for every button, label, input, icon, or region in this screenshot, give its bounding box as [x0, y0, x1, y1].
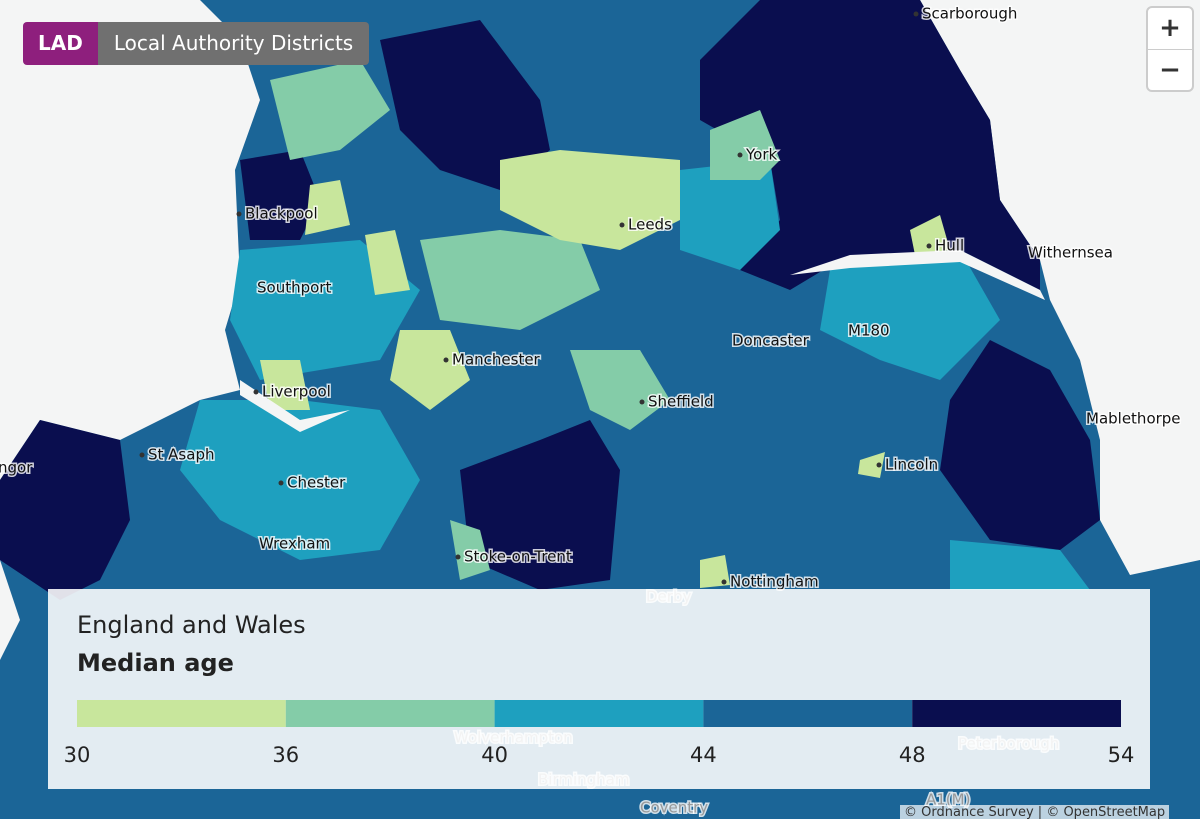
- district-green: [570, 350, 670, 430]
- district-navy: [700, 0, 1040, 290]
- place-dot: [876, 462, 882, 468]
- legend-scale: 30 36 40 44 48 54: [64, 700, 1135, 767]
- legend-swatch: [912, 700, 1121, 727]
- place-dot: [639, 399, 645, 405]
- district-navy: [380, 20, 550, 190]
- legend-break: 48: [899, 743, 926, 767]
- humber: [790, 250, 1045, 300]
- district-lightgreen: [365, 230, 410, 295]
- district-lightgreen: [500, 150, 680, 250]
- district-lightgreen: [390, 330, 470, 410]
- legend-break: 40: [481, 743, 508, 767]
- district-navy: [940, 340, 1100, 550]
- district-green: [270, 60, 390, 160]
- place-label: Southport: [257, 279, 331, 297]
- district-lightgreen: [305, 180, 350, 235]
- district-navy: [0, 420, 130, 600]
- legend: England and Wales Median age 30 36 40 44 48 5…: [48, 589, 1150, 789]
- place-label: Mablethorpe: [1086, 410, 1181, 428]
- place-label: Chester: [287, 474, 346, 492]
- district-green: [710, 110, 780, 180]
- place-label: Doncaster: [732, 332, 810, 350]
- district-lightgreen: [700, 555, 730, 588]
- place-label: M180: [848, 322, 890, 340]
- district-green: [450, 520, 490, 580]
- place-label: Sheffield: [648, 393, 714, 411]
- place-dot: [278, 480, 284, 486]
- layer-name: Local Authority Districts: [97, 22, 370, 65]
- district-lightgreen: [858, 452, 885, 478]
- zoom-out[interactable]: −: [1159, 55, 1181, 85]
- place-label: Coventry: [640, 799, 708, 817]
- place-dot: [721, 579, 727, 585]
- legend-swatch: [494, 700, 704, 727]
- place-label: Blackpool: [245, 205, 318, 223]
- place-dot: [926, 243, 932, 249]
- district-teal: [180, 400, 420, 560]
- place-dot: [737, 152, 743, 158]
- place-label: St Asaph: [148, 446, 214, 464]
- district-navy: [240, 150, 320, 240]
- attribution[interactable]: © Ordnance Survey | © OpenStreetMap: [900, 805, 1170, 819]
- place-dot: [619, 222, 625, 228]
- place-dot: [443, 357, 449, 363]
- district-teal: [820, 250, 1000, 380]
- place-label: Nottingham: [730, 573, 819, 591]
- legend-break: 44: [690, 743, 717, 767]
- place-dot: [913, 11, 919, 17]
- legend-measure: Median age: [77, 649, 234, 677]
- place-label: Stoke-on-Trent: [464, 548, 572, 566]
- district-green: [420, 230, 600, 330]
- place-label: Lincoln: [885, 456, 938, 474]
- layer-badge[interactable]: LAD Local Authority Districts: [23, 22, 370, 65]
- legend-swatch: [77, 700, 286, 727]
- place-dot: [455, 554, 461, 560]
- place-label: Wrexham: [259, 535, 330, 553]
- legend-break: 54: [1108, 743, 1135, 767]
- place-dot: [139, 452, 145, 458]
- district-navy: [460, 420, 620, 590]
- place-label: A1(M): [926, 791, 970, 809]
- place-label: Hull: [935, 237, 964, 255]
- legend-swatch: [703, 700, 913, 727]
- zoom-in[interactable]: +: [1148, 8, 1192, 50]
- place-dot: [236, 211, 242, 217]
- place-label: Leeds: [628, 216, 672, 234]
- place-label: Liverpool: [262, 383, 331, 401]
- place-label: Withernsea: [1028, 244, 1113, 262]
- district-lightgreen: [260, 360, 310, 410]
- legend-swatch: [285, 700, 495, 727]
- zoom-control: + −: [1146, 6, 1194, 92]
- mersey: [240, 380, 350, 432]
- place-label: Manchester: [452, 351, 541, 369]
- layer-code: LAD: [23, 22, 98, 65]
- place-label: ngor: [0, 459, 33, 477]
- district-lightgreen: [910, 215, 950, 255]
- legend-break: 30: [64, 743, 91, 767]
- legend-break: 36: [272, 743, 299, 767]
- district-teal: [680, 160, 780, 270]
- place-dot: [253, 389, 259, 395]
- place-label: Scarborough: [922, 5, 1017, 23]
- legend-area: England and Wales: [77, 611, 306, 639]
- district-teal: [950, 540, 1090, 590]
- place-label: York: [745, 146, 778, 164]
